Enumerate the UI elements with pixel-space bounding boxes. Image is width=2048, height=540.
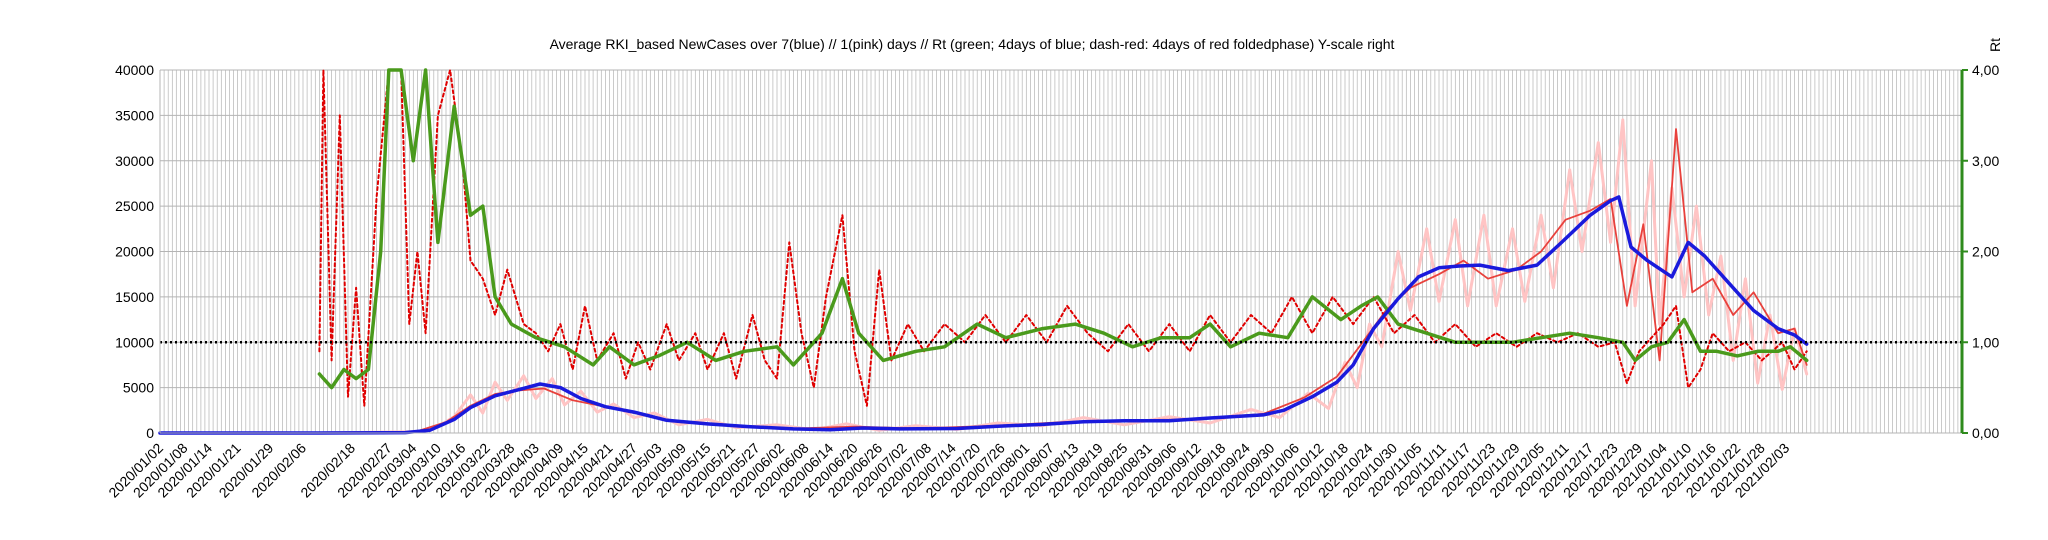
series-line-green — [317, 68, 1809, 390]
axes-layer — [159, 69, 1968, 434]
series-line-pink — [317, 118, 1809, 435]
y2-axis-label: Rt — [1987, 38, 2003, 52]
y-tick-label: 15000 — [115, 289, 154, 305]
y-tick-label: 30000 — [115, 153, 154, 169]
y-tick-label: 40000 — [115, 62, 154, 78]
y-tick-label: 0 — [146, 425, 154, 441]
y2-tick-label: 0,00 — [1972, 425, 1999, 441]
y2-tick-label: 1,00 — [1972, 334, 1999, 350]
y2-tick-label: 3,00 — [1972, 153, 1999, 169]
series-line-dashred — [318, 69, 1808, 407]
series-layer — [158, 68, 1809, 435]
y-tick-label: 25000 — [115, 198, 154, 214]
y-tick-label: 5000 — [123, 380, 154, 396]
y-tick-label: 35000 — [115, 107, 154, 123]
y-tick-label: 10000 — [115, 334, 154, 350]
y2-tick-label: 4,00 — [1972, 62, 1999, 78]
y2-tick-label: 2,00 — [1972, 244, 1999, 260]
chart-title: Average RKI_based NewCases over 7(blue) … — [550, 36, 1395, 52]
series-line-blue — [158, 195, 1809, 435]
y-tick-label: 20000 — [115, 244, 154, 260]
